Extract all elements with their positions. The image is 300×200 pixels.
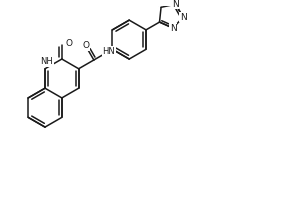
Text: N: N: [170, 24, 176, 33]
Text: N: N: [180, 13, 186, 22]
Text: NH: NH: [40, 57, 53, 66]
Text: HN: HN: [103, 47, 116, 56]
Text: N: N: [172, 0, 179, 9]
Text: O: O: [66, 39, 73, 48]
Text: O: O: [82, 41, 89, 50]
